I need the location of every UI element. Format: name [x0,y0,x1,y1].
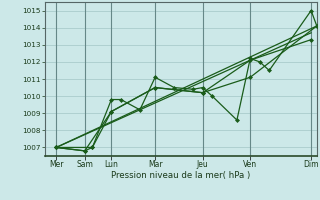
X-axis label: Pression niveau de la mer( hPa ): Pression niveau de la mer( hPa ) [111,171,251,180]
